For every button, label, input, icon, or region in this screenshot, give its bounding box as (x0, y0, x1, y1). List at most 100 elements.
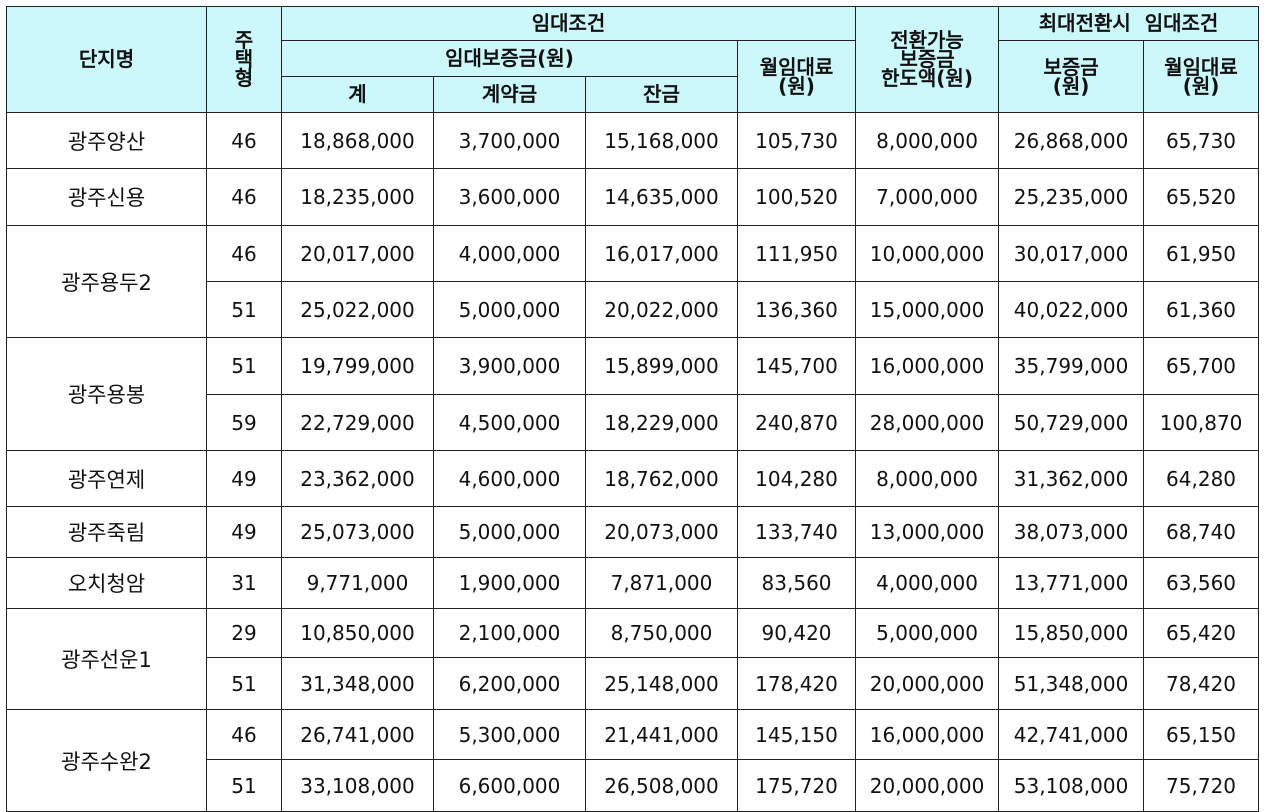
total-cell: 31,348,000 (281, 657, 434, 710)
max-monthly-cell: 65,420 (1143, 608, 1260, 658)
header-deposit: 임대보증금(원) (281, 40, 738, 77)
balance-cell: 18,229,000 (585, 394, 738, 451)
type-cell: 51 (206, 657, 282, 710)
table-body: 광주양산 46 18,868,000 3,700,000 15,168,000 105,7… (6, 112, 1260, 812)
type-cell: 46 (206, 225, 282, 282)
convertible-cell: 15,000,000 (855, 281, 1000, 338)
max-monthly-cell: 65,520 (1143, 168, 1260, 226)
monthly-cell: 136,360 (736, 281, 857, 338)
convertible-cell: 16,000,000 (855, 709, 1000, 760)
max-deposit-cell: 51,348,000 (998, 657, 1145, 710)
total-cell: 25,073,000 (281, 506, 434, 558)
complex-name-cell: 오치청암 (6, 557, 207, 609)
complex-name-cell: 광주죽림 (6, 506, 207, 558)
convertible-cell: 5,000,000 (855, 608, 1000, 658)
convertible-cell: 13,000,000 (855, 506, 1000, 558)
monthly-cell: 83,560 (736, 557, 857, 609)
table-row: 광주죽림 49 25,073,000 5,000,000 20,073,000 133,7… (6, 506, 1260, 558)
complex-name-cell: 광주신용 (6, 168, 207, 226)
max-monthly-cell: 63,560 (1143, 557, 1260, 609)
max-deposit-cell: 50,729,000 (998, 394, 1145, 451)
table-row: 51 33,108,000 6,600,000 26,508,000 175,720 20… (7, 759, 1260, 812)
type-cell: 51 (206, 281, 282, 338)
header-max-deposit: 보증금 (원) (998, 40, 1145, 113)
table-row: 오치청암 31 9,771,000 1,900,000 7,871,000 83,560 4… (6, 557, 1260, 609)
header-max-conversion: 최대전환시 임대조건 (998, 6, 1260, 41)
convertible-cell: 4,000,000 (855, 557, 1000, 609)
complex-name-cell: 광주용두2 (6, 225, 207, 338)
contract-cell: 5,000,000 (433, 506, 586, 558)
header-rent-terms: 임대조건 (280, 6, 857, 41)
table-row: 광주용두2 46 20,017,000 4,000,000 16,017,000 111,… (6, 225, 1260, 338)
table-row: 51 25,022,000 5,000,000 20,022,000 136,360 15… (7, 281, 1260, 338)
contract-cell: 2,100,000 (433, 608, 586, 658)
total-cell: 20,017,000 (281, 225, 434, 282)
total-cell: 9,771,000 (281, 557, 434, 609)
max-deposit-cell: 42,741,000 (998, 709, 1145, 760)
total-cell: 25,022,000 (281, 281, 434, 338)
table-row: 광주양산 46 18,868,000 3,700,000 15,168,000 105,7… (6, 112, 1260, 169)
monthly-cell: 133,740 (736, 506, 857, 558)
convertible-cell: 28,000,000 (855, 394, 1000, 451)
monthly-cell: 240,870 (736, 394, 857, 451)
total-cell: 19,799,000 (281, 337, 434, 395)
table-row: 광주용봉 51 19,799,000 3,900,000 15,899,000 145,7… (6, 337, 1260, 451)
max-deposit-cell: 31,362,000 (998, 450, 1145, 507)
type-cell: 59 (206, 394, 282, 451)
monthly-cell: 175,720 (736, 759, 857, 812)
total-cell: 26,741,000 (281, 709, 434, 760)
header-balance: 잔금 (585, 76, 738, 113)
max-deposit-cell: 25,235,000 (998, 168, 1145, 226)
max-deposit-cell: 26,868,000 (998, 112, 1145, 169)
balance-cell: 16,017,000 (585, 225, 738, 282)
table-row: 광주선운1 29 10,850,000 2,100,000 8,750,000 90,42… (6, 608, 1260, 710)
max-deposit-cell: 53,108,000 (998, 759, 1145, 812)
max-deposit-cell: 15,850,000 (998, 608, 1145, 658)
monthly-cell: 104,280 (736, 450, 857, 507)
contract-cell: 4,500,000 (433, 394, 586, 451)
convertible-cell: 20,000,000 (855, 657, 1000, 710)
total-cell: 23,362,000 (281, 450, 434, 507)
convertible-cell: 16,000,000 (855, 337, 1000, 395)
balance-cell: 15,168,000 (585, 112, 738, 169)
header-monthly-rent: 월임대료 (원) (736, 40, 857, 113)
monthly-cell: 145,700 (736, 337, 857, 395)
max-deposit-cell: 35,799,000 (998, 337, 1145, 395)
type-cell: 31 (206, 557, 282, 609)
table-row: 광주신용 46 18,235,000 3,600,000 14,635,000 100,5… (6, 168, 1260, 226)
convertible-cell: 8,000,000 (855, 112, 1000, 169)
balance-cell: 26,508,000 (585, 759, 738, 812)
max-monthly-cell: 61,950 (1143, 225, 1260, 282)
type-cell: 29 (206, 608, 282, 658)
monthly-cell: 111,950 (736, 225, 857, 282)
max-monthly-cell: 65,730 (1143, 112, 1260, 169)
contract-cell: 4,600,000 (433, 450, 586, 507)
contract-cell: 1,900,000 (433, 557, 586, 609)
total-cell: 33,108,000 (281, 759, 434, 812)
monthly-cell: 105,730 (736, 112, 857, 169)
total-cell: 18,868,000 (281, 112, 434, 169)
balance-cell: 20,073,000 (585, 506, 738, 558)
type-cell: 46 (206, 709, 282, 760)
complex-name-cell: 광주수완2 (6, 709, 207, 812)
convertible-cell: 7,000,000 (855, 168, 1000, 226)
header-max-monthly: 월임대료 (원) (1143, 40, 1260, 113)
header-convertible-limit: 전환가능 보증금 한도액(원) (855, 6, 1000, 113)
convertible-cell: 20,000,000 (855, 759, 1000, 812)
table-row: 51 31,348,000 6,200,000 25,148,000 178,420 20… (7, 657, 1260, 710)
monthly-cell: 90,420 (736, 608, 857, 658)
complex-name-cell: 광주양산 (6, 112, 207, 169)
contract-cell: 5,300,000 (433, 709, 586, 760)
max-deposit-cell: 40,022,000 (998, 281, 1145, 338)
max-monthly-cell: 75,720 (1143, 759, 1260, 812)
max-monthly-cell: 100,870 (1143, 394, 1260, 451)
total-cell: 18,235,000 (281, 168, 434, 226)
header-contract: 계약금 (433, 76, 586, 113)
max-monthly-cell: 61,360 (1143, 281, 1260, 338)
type-cell: 51 (206, 337, 282, 395)
contract-cell: 6,200,000 (433, 657, 586, 710)
table-row: 광주수완2 46 26,741,000 5,300,000 21,441,000 145,… (6, 709, 1260, 812)
convertible-cell: 8,000,000 (855, 450, 1000, 507)
